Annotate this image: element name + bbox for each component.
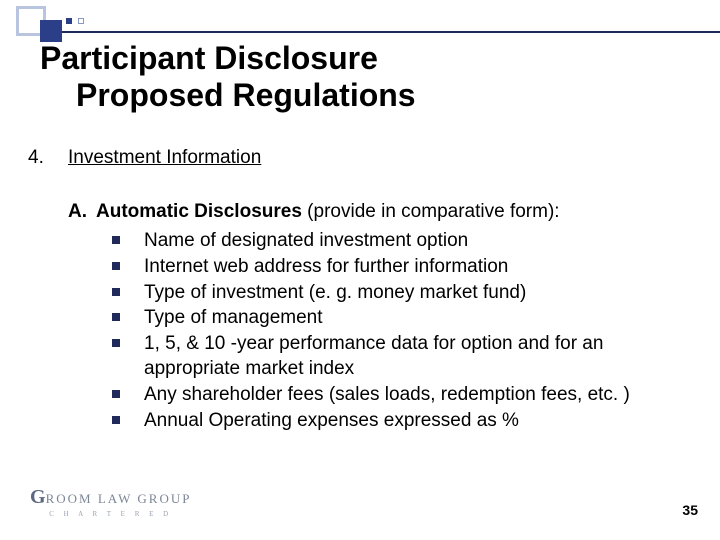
sub-a-text: Automatic Disclosures (provide in compar…	[96, 199, 560, 225]
bullet-icon	[112, 382, 144, 408]
indent-spacer	[28, 408, 68, 434]
indent-spacer	[28, 382, 68, 408]
slide-body: 4. Investment Information A. Automatic D…	[28, 145, 688, 433]
decor-square-solid	[40, 20, 62, 42]
list-item: 1, 5, & 10 -year performance data for op…	[28, 331, 688, 382]
bullet-text: Name of designated investment option	[144, 228, 688, 254]
page-number: 35	[682, 502, 698, 518]
indent-spacer	[28, 228, 68, 254]
list-item: Any shareholder fees (sales loads, redem…	[28, 382, 688, 408]
bullet-list: Name of designated investment option Int…	[28, 228, 688, 433]
indent-spacer	[68, 382, 112, 408]
list-item: Type of investment (e. g. money market f…	[28, 280, 688, 306]
list-item: Type of management	[28, 305, 688, 331]
outline-number: 4.	[28, 145, 68, 171]
indent-spacer	[68, 280, 112, 306]
outline-section-heading: Investment Information	[68, 145, 261, 171]
indent-spacer	[28, 199, 68, 225]
footer-logo: GROOM LAW GROUP C H A R T E R E D	[30, 486, 191, 518]
bullet-icon	[112, 408, 144, 434]
logo-initial: G	[30, 486, 46, 508]
sub-a-marker: A.	[68, 199, 96, 225]
header-rule	[62, 31, 720, 33]
decor-dots	[66, 18, 84, 28]
logo-text: ROOM LAW GROUP	[46, 491, 192, 506]
list-item: Annual Operating expenses expressed as %	[28, 408, 688, 434]
bullet-icon	[112, 280, 144, 306]
indent-spacer	[28, 280, 68, 306]
indent-spacer	[68, 305, 112, 331]
sub-a-tail: (provide in comparative form):	[302, 201, 560, 222]
bullet-text: Annual Operating expenses expressed as %	[144, 408, 688, 434]
decor-dot	[66, 18, 72, 24]
bullet-icon	[112, 331, 144, 382]
bullet-text: Any shareholder fees (sales loads, redem…	[144, 382, 688, 408]
list-item: Name of designated investment option	[28, 228, 688, 254]
bullet-icon	[112, 305, 144, 331]
indent-spacer	[68, 254, 112, 280]
indent-spacer	[28, 254, 68, 280]
bullet-text: 1, 5, & 10 -year performance data for op…	[144, 331, 688, 382]
bullet-icon	[112, 254, 144, 280]
indent-spacer	[28, 331, 68, 382]
bullet-text: Type of investment (e. g. money market f…	[144, 280, 688, 306]
bullet-text: Type of management	[144, 305, 688, 331]
title-line-1: Participant Disclosure	[40, 40, 416, 77]
logo-subtext: C H A R T E R E D	[30, 510, 191, 518]
indent-spacer	[68, 408, 112, 434]
slide: Participant Disclosure Proposed Regulati…	[0, 0, 720, 540]
bullet-text: Internet web address for further informa…	[144, 254, 688, 280]
sub-a-row: A. Automatic Disclosures (provide in com…	[28, 199, 688, 225]
decor-dot	[78, 18, 84, 24]
indent-spacer	[68, 331, 112, 382]
sub-a-lead: Automatic Disclosures	[96, 201, 302, 222]
bullet-icon	[112, 228, 144, 254]
indent-spacer	[28, 305, 68, 331]
title-line-2: Proposed Regulations	[40, 77, 416, 114]
indent-spacer	[68, 228, 112, 254]
outline-row: 4. Investment Information	[28, 145, 688, 171]
list-item: Internet web address for further informa…	[28, 254, 688, 280]
slide-title: Participant Disclosure Proposed Regulati…	[40, 40, 416, 114]
